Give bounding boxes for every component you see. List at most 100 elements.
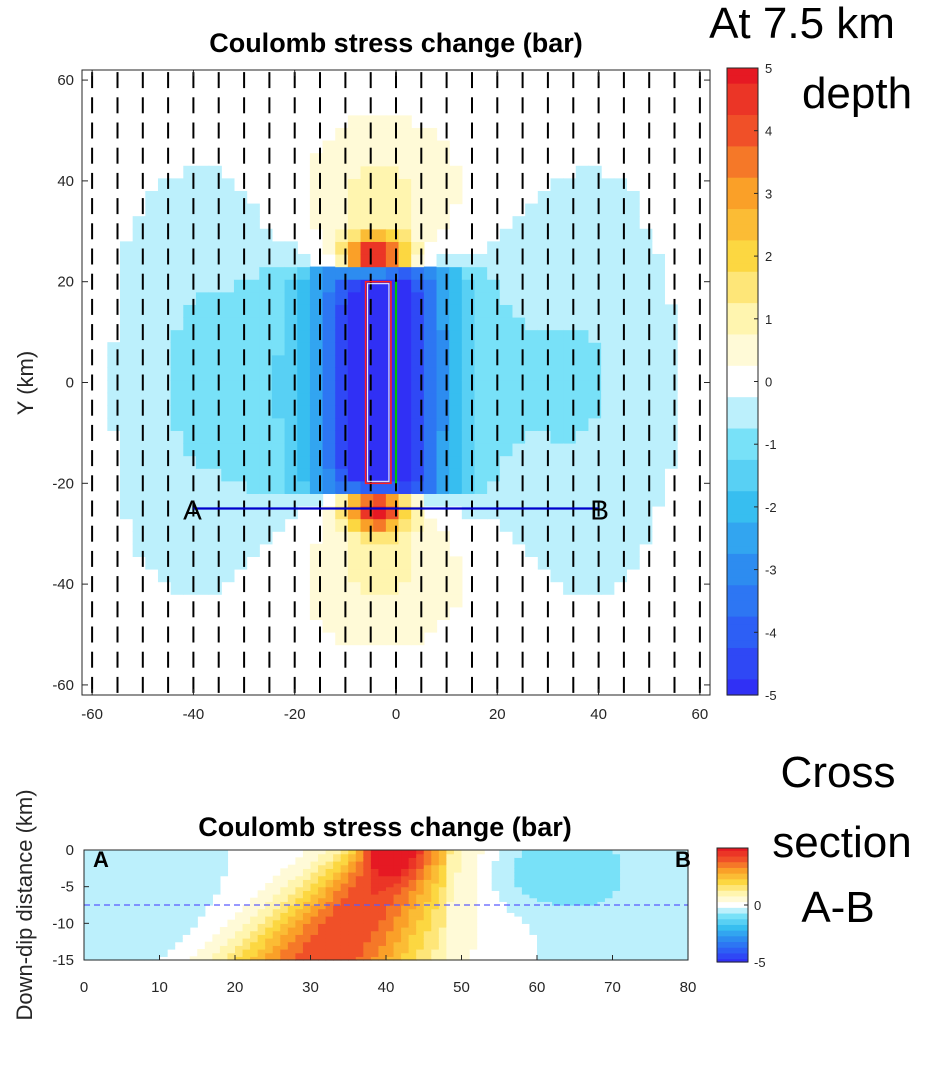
stress-cell: [121, 934, 130, 939]
colorbar-swatch: [727, 687, 758, 696]
stress-cell: [411, 455, 425, 469]
colorbar-swatch: [717, 907, 748, 912]
stress-cell: [680, 872, 689, 877]
stress-cell: [363, 927, 372, 932]
stress-cell: [582, 897, 591, 902]
colorbar-swatch: [727, 405, 758, 414]
stress-cell: [449, 316, 463, 331]
stress-cell: [423, 619, 438, 633]
stress-cell: [650, 912, 659, 917]
stress-cell: [398, 594, 412, 608]
stress-cell: [106, 901, 115, 906]
stress-cell: [182, 879, 191, 884]
stress-cell: [363, 901, 372, 906]
stress-cell: [423, 857, 432, 862]
stress-cell: [373, 417, 387, 431]
stress-cell: [295, 861, 304, 866]
stress-cell: [360, 153, 374, 167]
stress-cell: [235, 919, 244, 924]
stress-cell: [559, 897, 568, 902]
stress-cell: [333, 912, 342, 917]
stress-cell: [347, 304, 362, 318]
stress-cell: [183, 430, 197, 444]
stress-cell: [563, 568, 577, 583]
stress-cell: [106, 927, 115, 932]
stress-cell: [487, 493, 501, 507]
colorbar-swatch: [727, 514, 758, 524]
colorbar-swatch: [717, 876, 748, 880]
stress-cell: [129, 901, 138, 906]
stress-cell: [499, 883, 508, 888]
stress-cell: [242, 930, 251, 935]
colorbar-swatch: [727, 679, 758, 688]
stress-cell: [208, 379, 222, 394]
stress-cell: [195, 367, 210, 381]
stress-cell: [129, 927, 138, 932]
stress-cell: [449, 556, 463, 570]
stress-cell: [340, 886, 349, 891]
stress-cell: [271, 342, 286, 356]
stress-cell: [604, 934, 614, 939]
stress-cell: [597, 912, 606, 917]
stress-cell: [219, 945, 229, 950]
stress-cell: [355, 897, 364, 902]
stress-cell: [385, 153, 400, 167]
stress-cell: [271, 468, 286, 482]
stress-cell: [525, 442, 539, 457]
stress-cell: [423, 480, 438, 494]
stress-cell: [189, 861, 198, 866]
stress-cell: [512, 417, 526, 431]
stress-cell: [136, 905, 145, 910]
stress-cell: [453, 912, 463, 917]
stress-cell: [601, 316, 615, 331]
colorbar-swatch: [717, 879, 748, 883]
stress-cell: [575, 165, 590, 179]
stress-cell: [114, 912, 123, 917]
stress-cell: [626, 316, 640, 331]
stress-cell: [272, 875, 281, 880]
stress-cell: [129, 897, 138, 902]
stress-cell: [107, 417, 121, 431]
stress-cell: [635, 905, 644, 910]
stress-cell: [469, 930, 478, 935]
stress-cell: [639, 468, 653, 482]
stress-cell: [525, 367, 539, 381]
stress-cell: [208, 493, 222, 507]
stress-cell: [627, 868, 636, 873]
stress-cell: [363, 949, 372, 954]
stress-cell: [335, 228, 349, 242]
stress-cell: [461, 430, 476, 444]
stress-cell: [552, 905, 561, 910]
stress-cell: [529, 912, 538, 917]
stress-cell: [601, 291, 615, 305]
stress-cell: [612, 894, 621, 899]
stress-cell: [287, 879, 296, 884]
stress-cell: [650, 949, 659, 954]
stress-cell: [589, 905, 598, 910]
stress-cell: [575, 518, 590, 532]
stress-cell: [642, 853, 651, 858]
stress-cell: [250, 908, 259, 913]
stress-cell: [208, 480, 222, 494]
stress-cell: [227, 949, 236, 954]
stress-cell: [487, 342, 501, 356]
stress-cell: [438, 949, 447, 954]
stress-cell: [635, 916, 644, 921]
stress-cell: [159, 930, 168, 935]
stress-cell: [363, 956, 372, 961]
stress-cell: [99, 927, 108, 932]
stress-cell: [159, 938, 168, 943]
stress-cell: [650, 945, 659, 950]
stress-cell: [597, 941, 606, 946]
stress-cell: [363, 916, 372, 921]
stress-cell: [151, 949, 161, 954]
stress-cell: [233, 543, 248, 557]
stress-cell: [144, 923, 153, 928]
stress-cell: [189, 894, 198, 899]
stress-cell: [665, 894, 674, 899]
stress-cell: [99, 850, 108, 855]
stress-cell: [174, 886, 183, 891]
stress-cell: [265, 912, 274, 917]
cross-section-y-label: Down-dip distance (km): [12, 789, 37, 1020]
stress-cell: [189, 916, 198, 921]
